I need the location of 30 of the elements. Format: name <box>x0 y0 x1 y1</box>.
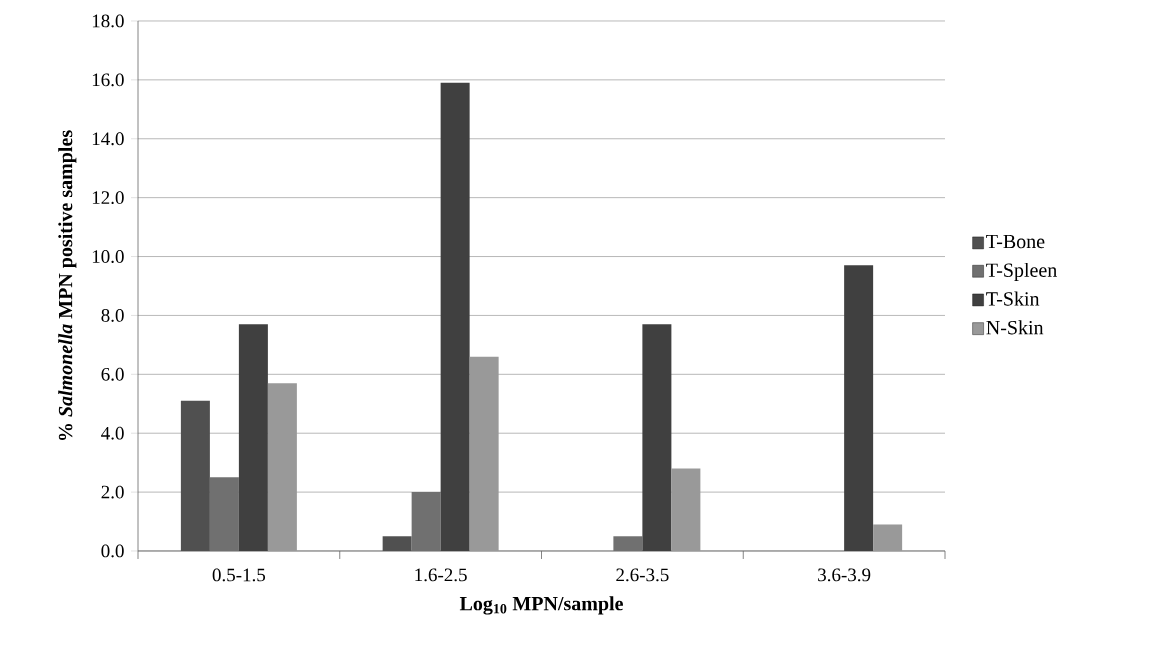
y-tick-label: 4.0 <box>101 426 124 440</box>
bar <box>642 324 672 551</box>
bar <box>180 400 210 551</box>
x-tick-label: 1.6-2.5 <box>415 568 467 582</box>
x-tick-label: 0.5-1.5 <box>212 568 266 582</box>
y-tick-label: 16.0 <box>92 73 124 87</box>
x-tick-label: 3.6-3.9 <box>818 568 871 582</box>
legend-label: T-Bone <box>986 234 1045 249</box>
y-tick-label: 0.0 <box>101 544 124 558</box>
bar <box>238 324 268 551</box>
x-tick-label: 2.6-3.5 <box>616 568 669 582</box>
y-tick-label: 14.0 <box>92 132 124 146</box>
y-tick-label: 10.0 <box>92 250 124 263</box>
y-tick-label: 6.0 <box>101 367 124 381</box>
legend-label: T-Spleen <box>986 262 1057 282</box>
bar <box>440 82 470 551</box>
legend-label: N-Skin <box>986 320 1044 335</box>
y-axis-title: % Salmonella MPN positive samples <box>58 130 77 441</box>
y-tick-label: 8.0 <box>101 308 124 322</box>
bar <box>844 265 874 551</box>
y-tick-label: 2.0 <box>101 485 124 499</box>
y-tick-label: 18.0 <box>92 14 124 28</box>
bar <box>382 536 412 551</box>
x-axis-title: Log$_{10}$ MPN/sample <box>459 596 623 615</box>
legend-label: T-Skin <box>986 291 1040 306</box>
bar <box>873 524 903 551</box>
bar <box>671 468 701 551</box>
bar <box>469 356 499 551</box>
bar <box>267 383 297 551</box>
y-tick-label: 12.0 <box>92 191 124 205</box>
